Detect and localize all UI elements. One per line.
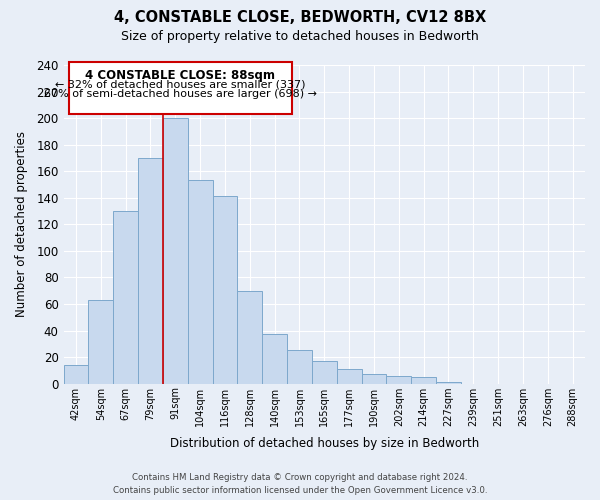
Bar bbox=[88, 300, 113, 384]
Bar bbox=[386, 376, 411, 384]
FancyBboxPatch shape bbox=[68, 62, 292, 114]
Bar bbox=[138, 158, 163, 384]
Bar bbox=[64, 365, 88, 384]
Bar bbox=[262, 334, 287, 384]
Bar bbox=[238, 290, 262, 384]
Y-axis label: Number of detached properties: Number of detached properties bbox=[15, 132, 28, 318]
Bar bbox=[312, 361, 337, 384]
Bar bbox=[337, 369, 362, 384]
Text: Size of property relative to detached houses in Bedworth: Size of property relative to detached ho… bbox=[121, 30, 479, 43]
Text: Contains HM Land Registry data © Crown copyright and database right 2024.
Contai: Contains HM Land Registry data © Crown c… bbox=[113, 473, 487, 495]
Text: ← 32% of detached houses are smaller (337): ← 32% of detached houses are smaller (33… bbox=[55, 80, 305, 90]
Text: 67% of semi-detached houses are larger (698) →: 67% of semi-detached houses are larger (… bbox=[44, 89, 317, 99]
Bar bbox=[287, 350, 312, 384]
Text: 4 CONSTABLE CLOSE: 88sqm: 4 CONSTABLE CLOSE: 88sqm bbox=[85, 69, 275, 82]
Bar bbox=[362, 374, 386, 384]
X-axis label: Distribution of detached houses by size in Bedworth: Distribution of detached houses by size … bbox=[170, 437, 479, 450]
Bar bbox=[188, 180, 212, 384]
Bar bbox=[212, 196, 238, 384]
Text: 4, CONSTABLE CLOSE, BEDWORTH, CV12 8BX: 4, CONSTABLE CLOSE, BEDWORTH, CV12 8BX bbox=[114, 10, 486, 25]
Bar bbox=[113, 211, 138, 384]
Bar bbox=[436, 382, 461, 384]
Bar bbox=[411, 377, 436, 384]
Bar bbox=[163, 118, 188, 384]
